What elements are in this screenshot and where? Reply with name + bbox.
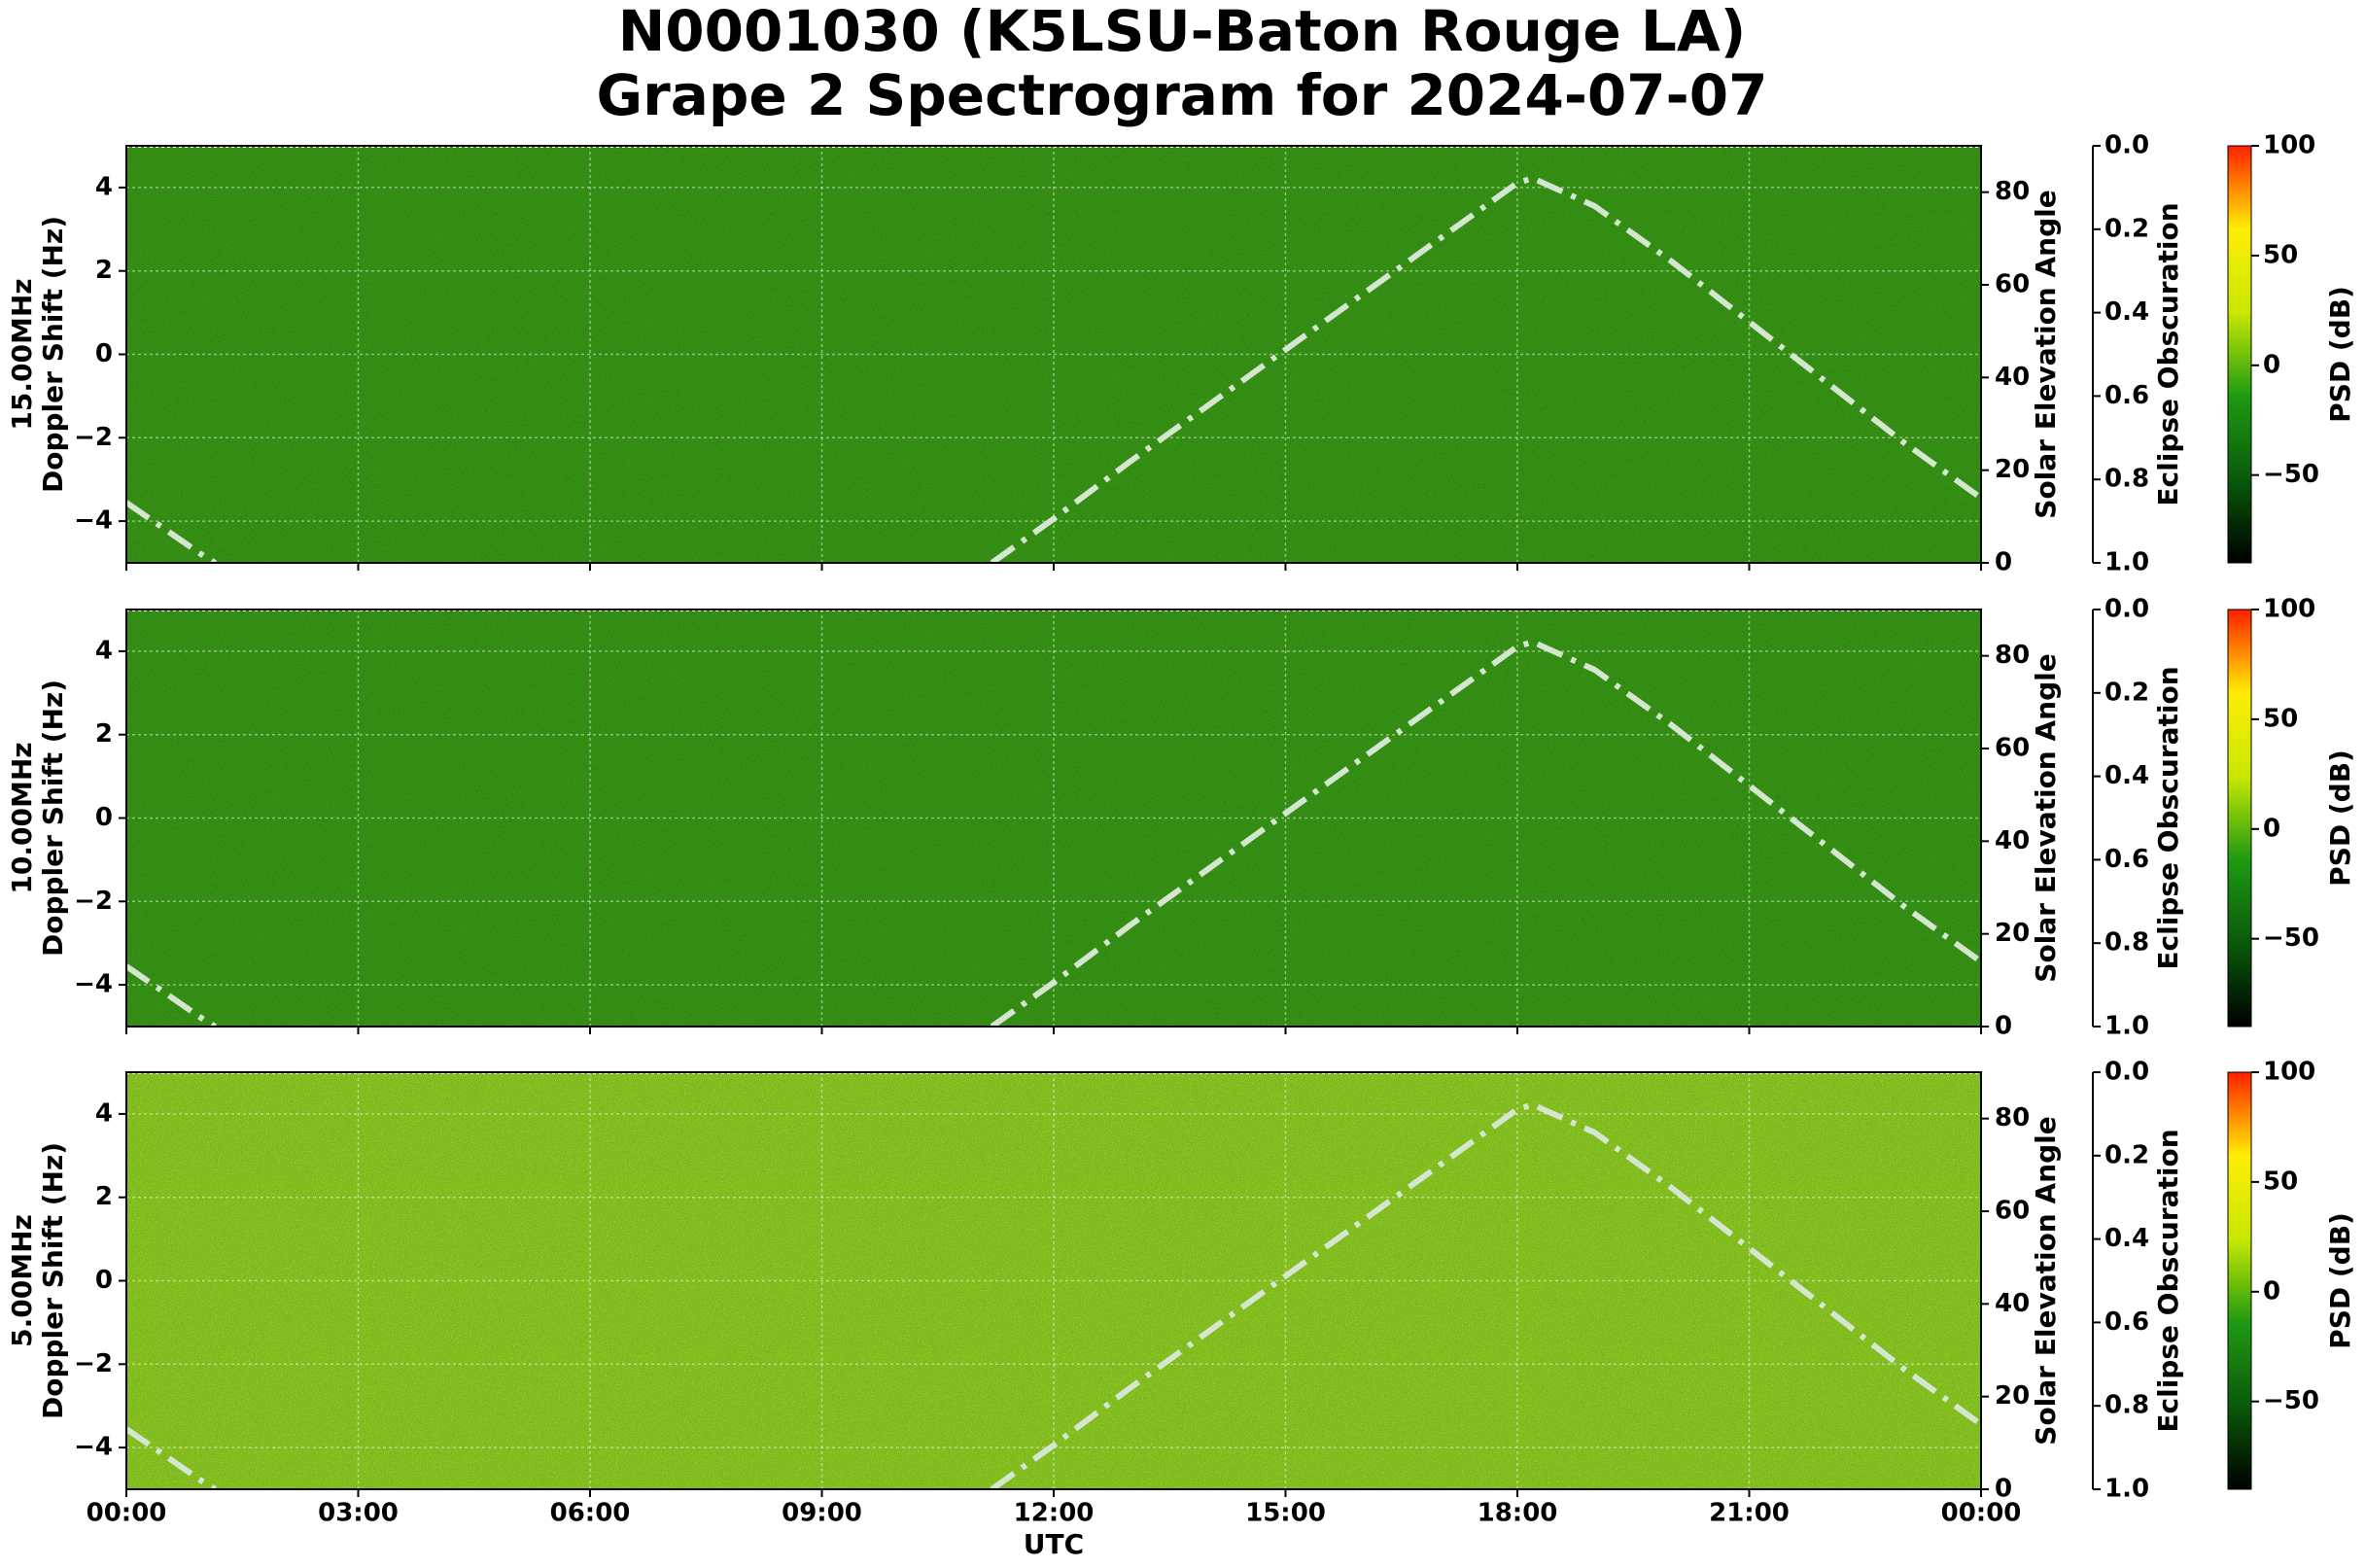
- y-label: Doppler Shift (Hz): [37, 216, 69, 493]
- y3-tick-label: 0.2: [2104, 214, 2149, 243]
- y-tick-label: −2: [74, 1349, 113, 1378]
- y-tick-label: −2: [74, 887, 113, 916]
- y2-tick-label: 60: [1995, 1197, 2030, 1226]
- y-label: Doppler Shift (Hz): [37, 679, 69, 957]
- x-tick-label: 15:00: [1245, 1499, 1326, 1528]
- y-tick-label: −4: [74, 970, 113, 999]
- elevation-line: [126, 175, 1981, 563]
- x-tick-label: 09:00: [782, 1499, 862, 1528]
- y3-tick-label: 1.0: [2104, 1475, 2149, 1504]
- y2-tick-label: 40: [1995, 1289, 2030, 1318]
- colorbar-tick-label: 50: [2263, 240, 2298, 269]
- y-tick-label: 2: [95, 1182, 113, 1211]
- y3-label: Eclipse Obscuration: [2152, 666, 2184, 969]
- y2-tick-label: 40: [1995, 363, 2030, 392]
- y-label-frequency: 5.00MHz: [6, 1214, 38, 1347]
- y3-tick-label: 0.4: [2104, 1224, 2149, 1253]
- y2-tick-label: 20: [1995, 1381, 2030, 1411]
- y2-tick-label: 60: [1995, 734, 2030, 763]
- y3-tick-label: 0.2: [2104, 678, 2149, 707]
- y2-label: Solar Elevation Angle: [2030, 190, 2062, 518]
- y3-tick-label: 0.4: [2104, 297, 2149, 327]
- y3-tick-label: 0.0: [2104, 595, 2149, 624]
- colorbar: [2227, 145, 2252, 564]
- y3-label: Eclipse Obscuration: [2152, 1129, 2184, 1432]
- colorbar-tick-label: 0: [2263, 814, 2280, 843]
- colorbar-tick-label: 100: [2263, 1058, 2315, 1087]
- y3-tick-label: 1.0: [2104, 1012, 2149, 1041]
- y3-tick-label: 0.6: [2104, 1307, 2149, 1337]
- y3-tick-label: 0.8: [2104, 928, 2149, 958]
- colorbar-tick-label: 50: [2263, 704, 2298, 733]
- y-tick-label: 4: [95, 172, 113, 201]
- colorbar-label: PSD (dB): [2324, 1212, 2356, 1349]
- y3-tick-label: 0.8: [2104, 1391, 2149, 1420]
- elevation-line: [126, 1101, 1981, 1489]
- y-tick-label: 2: [95, 256, 113, 285]
- y3-tick-label: 0.0: [2104, 131, 2149, 160]
- y3-tick-label: 0.0: [2104, 1058, 2149, 1087]
- elevation-line: [126, 639, 1981, 1027]
- chart-title: N0001030 (K5LSU-Baton Rouge LA): [618, 0, 1747, 64]
- y3-tick-label: 0.6: [2104, 845, 2149, 874]
- x-tick-label: 03:00: [318, 1499, 399, 1528]
- colorbar-tick-label: −50: [2263, 460, 2319, 489]
- spectrogram-noise: [126, 610, 1981, 1027]
- colorbar-tick-label: 100: [2263, 595, 2315, 624]
- y2-tick-label: 80: [1995, 1103, 2030, 1132]
- y-tick-label: 2: [95, 719, 113, 749]
- x-tick-label: 18:00: [1478, 1499, 1558, 1528]
- colorbar: [2227, 609, 2252, 1028]
- y-label: Doppler Shift (Hz): [37, 1142, 69, 1419]
- x-tick-label: 12:00: [1014, 1499, 1095, 1528]
- y2-tick-label: 0: [1995, 548, 2012, 577]
- colorbar-tick-label: −50: [2263, 1386, 2319, 1415]
- spectrogram-noise: [126, 1072, 1981, 1489]
- y2-tick-label: 40: [1995, 826, 2030, 855]
- x-tick-label: 00:00: [87, 1499, 167, 1528]
- y2-tick-label: 60: [1995, 270, 2030, 299]
- y2-tick-label: 0: [1995, 1012, 2012, 1041]
- y-tick-label: −4: [74, 506, 113, 536]
- colorbar-tick-label: 0: [2263, 350, 2280, 379]
- chart-subtitle: Grape 2 Spectrogram for 2024-07-07: [597, 62, 1768, 128]
- colorbar-tick-label: 0: [2263, 1276, 2280, 1306]
- colorbar-tick-label: 100: [2263, 131, 2315, 160]
- y-tick-label: −4: [74, 1433, 113, 1462]
- colorbar: [2227, 1071, 2252, 1490]
- x-tick-label: 21:00: [1709, 1499, 1790, 1528]
- y-label-frequency: 10.00MHz: [6, 742, 38, 893]
- x-label: UTC: [1024, 1528, 1084, 1560]
- colorbar-tick-label: 50: [2263, 1167, 2298, 1196]
- y-tick-label: 4: [95, 636, 113, 665]
- y2-tick-label: 80: [1995, 641, 2030, 670]
- y3-tick-label: 1.0: [2104, 548, 2149, 577]
- y2-label: Solar Elevation Angle: [2030, 653, 2062, 982]
- spectrogram-noise: [126, 146, 1981, 563]
- y-tick-label: 0: [95, 1266, 113, 1295]
- y-tick-label: 4: [95, 1098, 113, 1128]
- y2-tick-label: 20: [1995, 455, 2030, 484]
- y2-label: Solar Elevation Angle: [2030, 1116, 2062, 1445]
- colorbar-label: PSD (dB): [2324, 749, 2356, 887]
- y-tick-label: −2: [74, 423, 113, 452]
- y3-tick-label: 0.4: [2104, 761, 2149, 790]
- y-tick-label: 0: [95, 803, 113, 832]
- y3-label: Eclipse Obscuration: [2152, 202, 2184, 505]
- y2-tick-label: 0: [1995, 1475, 2012, 1504]
- colorbar-label: PSD (dB): [2324, 286, 2356, 423]
- x-tick-label: 00:00: [1941, 1499, 2022, 1528]
- y3-tick-label: 0.6: [2104, 381, 2149, 410]
- y2-tick-label: 80: [1995, 177, 2030, 206]
- colorbar-tick-label: −50: [2263, 923, 2319, 953]
- y-label-frequency: 15.00MHz: [6, 278, 38, 430]
- y-tick-label: 0: [95, 339, 113, 368]
- y3-tick-label: 0.8: [2104, 465, 2149, 494]
- x-tick-label: 06:00: [550, 1499, 631, 1528]
- y2-tick-label: 20: [1995, 919, 2030, 948]
- y3-tick-label: 0.2: [2104, 1140, 2149, 1169]
